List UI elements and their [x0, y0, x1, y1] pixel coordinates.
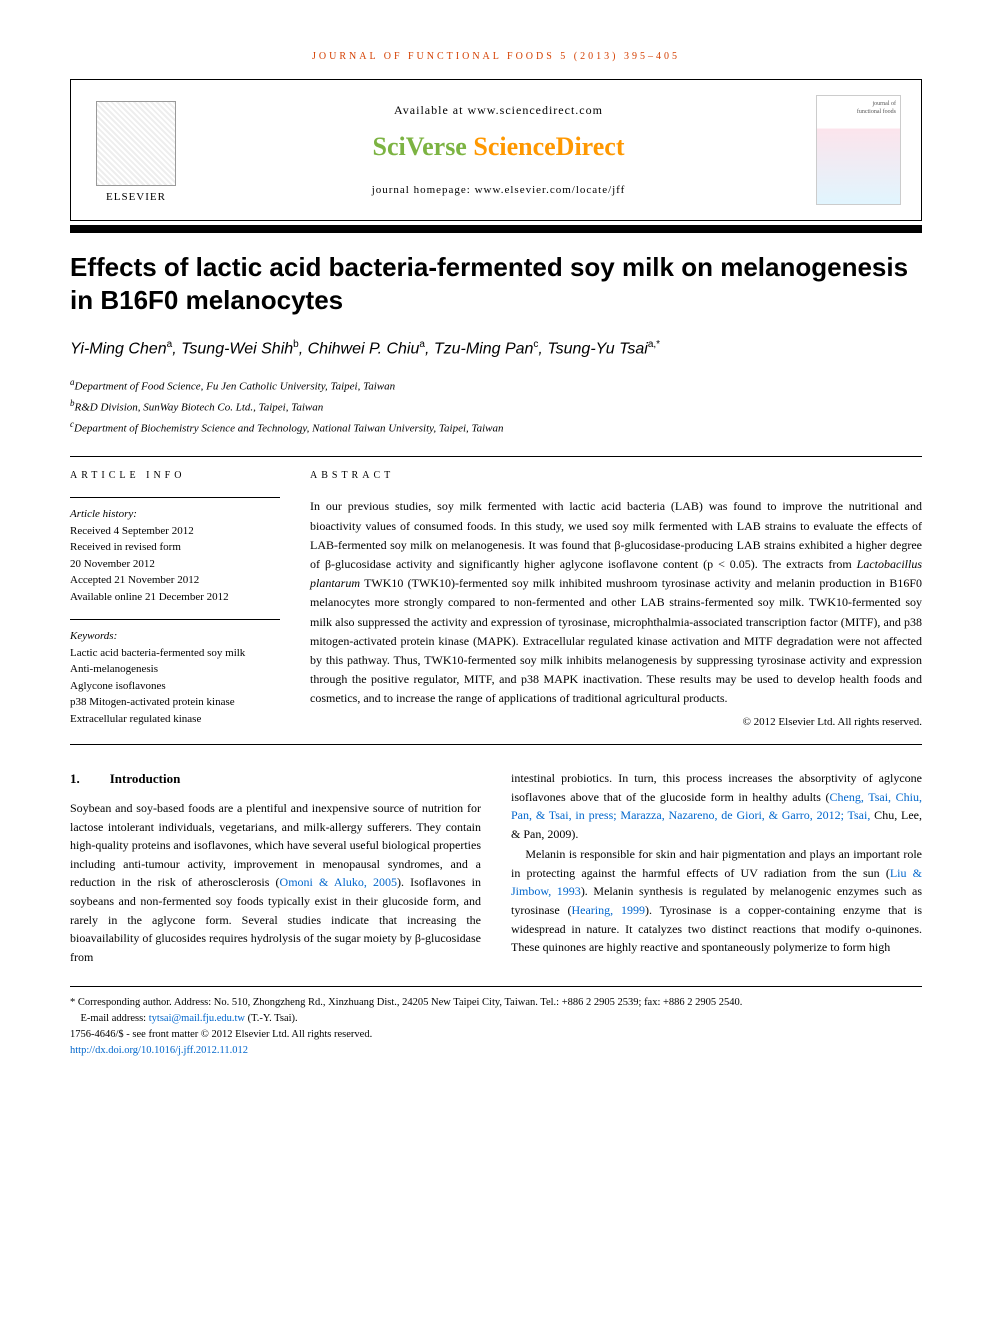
- sciverse-brand: SciVerse ScienceDirect: [201, 129, 796, 165]
- article-history: Article history: Received 4 September 20…: [70, 497, 280, 605]
- keywords-title: Keywords:: [70, 628, 280, 645]
- reference-link[interactable]: Omoni & Aluko, 2005: [280, 875, 397, 889]
- available-at-text: Available at www.sciencedirect.com: [201, 102, 796, 119]
- cover-title: journal offunctional foods: [857, 100, 896, 117]
- keyword-item: p38 Mitogen-activated protein kinase: [70, 694, 280, 711]
- footnotes-block: * Corresponding author. Address: No. 510…: [70, 995, 922, 1058]
- body-column-left: 1. Introduction Soybean and soy-based fo…: [70, 769, 481, 966]
- corresponding-author: * Corresponding author. Address: No. 510…: [70, 995, 922, 1011]
- journal-cover-thumbnail: journal offunctional foods: [816, 95, 901, 205]
- affiliation-b: bR&D Division, SunWay Biotech Co. Ltd., …: [70, 396, 922, 417]
- intro-paragraph-1-cont: intestinal probiotics. In turn, this pro…: [511, 769, 922, 843]
- abstract-label: ABSTRACT: [310, 469, 922, 483]
- email-link[interactable]: tytsai@mail.fju.edu.tw: [149, 1013, 245, 1024]
- history-received: Received 4 September 2012: [70, 523, 280, 540]
- body-column-right: intestinal probiotics. In turn, this pro…: [511, 769, 922, 966]
- history-revised-2: 20 November 2012: [70, 556, 280, 573]
- divider-line: [70, 456, 922, 457]
- authors-line: Yi-Ming Chena, Tsung-Wei Shihb, Chihwei …: [70, 338, 922, 361]
- keyword-item: Lactic acid bacteria-fermented soy milk: [70, 645, 280, 662]
- black-divider-bar: [70, 225, 922, 233]
- abstract-text: In our previous studies, soy milk fermen…: [310, 497, 922, 708]
- footnote-separator: [70, 986, 922, 987]
- keyword-item: Extracellular regulated kinase: [70, 711, 280, 728]
- reference-link[interactable]: Hearing, 1999: [571, 903, 644, 917]
- elsevier-logo: ELSEVIER: [91, 95, 181, 205]
- keyword-item: Anti-melanogenesis: [70, 661, 280, 678]
- issn-line: 1756-4646/$ - see front matter © 2012 El…: [70, 1027, 922, 1043]
- sciverse-text: SciVerse: [373, 132, 474, 161]
- section-title: Introduction: [110, 769, 181, 789]
- history-revised-1: Received in revised form: [70, 539, 280, 556]
- sciencedirect-text: ScienceDirect: [473, 132, 624, 161]
- history-title: Article history:: [70, 506, 280, 523]
- header-box: ELSEVIER Available at www.sciencedirect.…: [70, 79, 922, 221]
- affiliation-a: aDepartment of Food Science, Fu Jen Cath…: [70, 375, 922, 396]
- journal-header: JOURNAL OF FUNCTIONAL FOODS 5 (2013) 395…: [70, 50, 922, 64]
- section-number: 1.: [70, 769, 80, 789]
- elsevier-label: ELSEVIER: [106, 190, 166, 205]
- divider-line-2: [70, 744, 922, 745]
- intro-heading: 1. Introduction: [70, 769, 481, 789]
- affiliations-block: aDepartment of Food Science, Fu Jen Cath…: [70, 375, 922, 439]
- elsevier-tree-icon: [96, 101, 176, 186]
- article-info-label: ARTICLE INFO: [70, 469, 280, 483]
- doi-link[interactable]: http://dx.doi.org/10.1016/j.jff.2012.11.…: [70, 1045, 248, 1056]
- keyword-item: Aglycone isoflavones: [70, 678, 280, 695]
- article-title: Effects of lactic acid bacteria-fermente…: [70, 251, 922, 316]
- homepage-text: journal homepage: www.elsevier.com/locat…: [201, 183, 796, 198]
- intro-paragraph-2: Melanin is responsible for skin and hair…: [511, 845, 922, 957]
- abstract-copyright: © 2012 Elsevier Ltd. All rights reserved…: [310, 715, 922, 730]
- history-accepted: Accepted 21 November 2012: [70, 572, 280, 589]
- intro-paragraph-1: Soybean and soy-based foods are a plenti…: [70, 799, 481, 966]
- keywords-block: Keywords: Lactic acid bacteria-fermented…: [70, 619, 280, 727]
- email-line: E-mail address: tytsai@mail.fju.edu.tw (…: [70, 1011, 922, 1027]
- history-online: Available online 21 December 2012: [70, 589, 280, 606]
- affiliation-c: cDepartment of Biochemistry Science and …: [70, 417, 922, 438]
